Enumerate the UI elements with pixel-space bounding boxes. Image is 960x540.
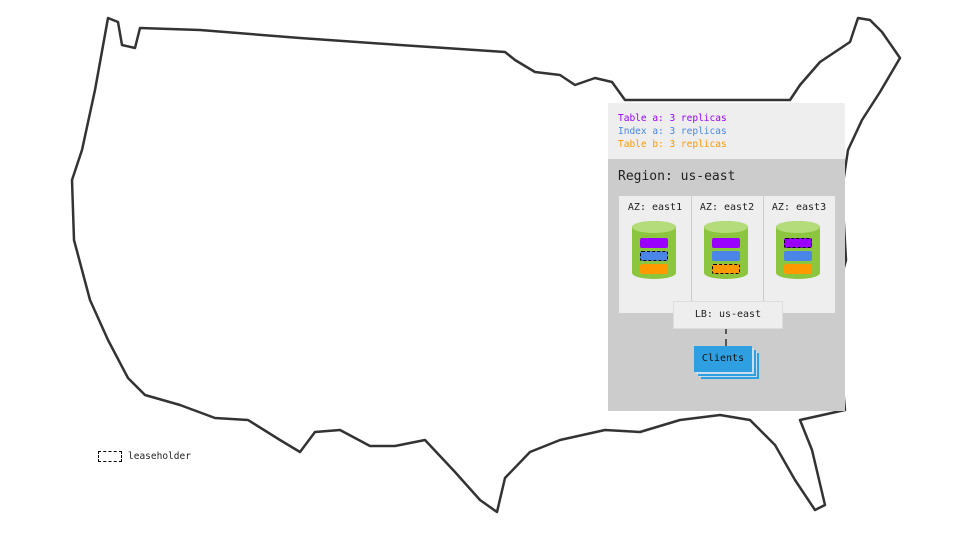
database-node-icon xyxy=(704,221,748,279)
clients-box: Clients xyxy=(694,346,752,372)
index-a-replica xyxy=(712,251,740,261)
availability-zones: AZ: east1 AZ: east2 AZ: east3 xyxy=(619,196,835,313)
table-a-replica-leaseholder xyxy=(784,238,812,248)
zone-east3: AZ: east3 xyxy=(763,196,835,313)
index-a-replica-leaseholder xyxy=(640,251,668,261)
leaseholder-legend: leaseholder xyxy=(98,451,191,462)
legend-index-a: Index a: 3 replicas xyxy=(618,126,727,137)
region-panel: Table a: 3 replicas Index a: 3 replicas … xyxy=(608,103,845,411)
table-a-replica xyxy=(640,238,668,248)
zone-east1: AZ: east1 xyxy=(619,196,692,313)
leaseholder-label: leaseholder xyxy=(128,451,191,462)
index-a-replica xyxy=(784,251,812,261)
legend-table-a: Table a: 3 replicas xyxy=(618,113,727,124)
replica-legend: Table a: 3 replicas Index a: 3 replicas … xyxy=(608,103,845,159)
legend-table-b: Table b: 3 replicas xyxy=(618,139,727,150)
dashed-box-icon xyxy=(98,451,122,462)
database-node-icon xyxy=(632,221,676,279)
zone-label: AZ: east3 xyxy=(771,202,827,213)
table-b-replica xyxy=(784,264,812,274)
database-node-icon xyxy=(776,221,820,279)
table-b-replica xyxy=(640,264,668,274)
table-a-replica xyxy=(712,238,740,248)
zone-label: AZ: east1 xyxy=(627,202,683,213)
region-label: Region: us-east xyxy=(618,169,736,184)
zone-east2: AZ: east2 xyxy=(691,196,764,313)
load-balancer: LB: us-east xyxy=(673,301,783,329)
table-b-replica-leaseholder xyxy=(712,264,740,274)
zone-label: AZ: east2 xyxy=(699,202,755,213)
